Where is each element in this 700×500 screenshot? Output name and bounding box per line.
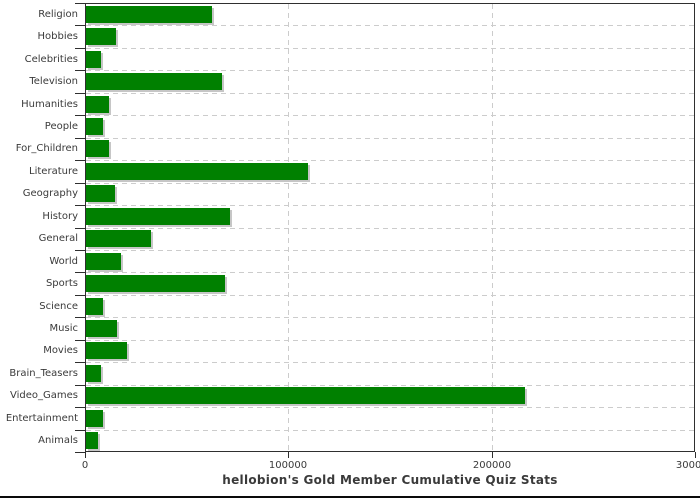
y-axis-label: Sports bbox=[45, 278, 78, 289]
gridline-horizontal bbox=[86, 407, 694, 408]
gridline-horizontal bbox=[86, 115, 694, 116]
gridline-horizontal bbox=[86, 430, 694, 431]
gridline-horizontal bbox=[86, 138, 694, 139]
bar-music bbox=[86, 320, 117, 337]
bar-world bbox=[86, 253, 121, 270]
y-axis-tick bbox=[75, 25, 85, 26]
y-axis-label: Religion bbox=[38, 9, 78, 20]
y-axis-label: World bbox=[49, 256, 78, 267]
gridline-horizontal bbox=[86, 228, 694, 229]
bar-video_games bbox=[86, 387, 525, 404]
y-axis-label: Animals bbox=[38, 435, 78, 446]
gridline-horizontal bbox=[86, 205, 694, 206]
y-axis-label: Brain_Teasers bbox=[9, 368, 78, 379]
y-axis-tick bbox=[75, 272, 85, 273]
gridline-horizontal bbox=[86, 362, 694, 363]
y-axis-tick bbox=[75, 205, 85, 206]
bar-religion bbox=[86, 6, 212, 23]
y-axis-label: Hobbies bbox=[37, 31, 78, 42]
gridline-horizontal bbox=[86, 340, 694, 341]
bottom-rule bbox=[0, 496, 700, 498]
bar-movies bbox=[86, 342, 127, 359]
gridline-horizontal bbox=[86, 385, 694, 386]
x-axis-tick-label: 0 bbox=[81, 460, 89, 471]
y-axis-label: Television bbox=[29, 76, 78, 87]
y-axis-label: Movies bbox=[43, 345, 78, 356]
y-axis-tick bbox=[75, 317, 85, 318]
x-axis-tick-label: 100000 bbox=[268, 460, 308, 471]
x-axis-tick-label: 300000 bbox=[675, 460, 700, 471]
bar-people bbox=[86, 118, 103, 135]
bar-celebrities bbox=[86, 51, 101, 68]
bar-science bbox=[86, 298, 103, 315]
y-axis-tick bbox=[75, 70, 85, 71]
gridline-horizontal bbox=[86, 183, 694, 184]
gridline-vertical bbox=[492, 4, 493, 451]
bar-general bbox=[86, 230, 151, 247]
bar-hobbies bbox=[86, 28, 116, 45]
y-axis-label: Music bbox=[49, 323, 78, 334]
chart-title: hellobion's Gold Member Cumulative Quiz … bbox=[222, 473, 558, 487]
y-axis-tick bbox=[75, 430, 85, 431]
y-axis-tick bbox=[75, 3, 85, 4]
gridline-horizontal bbox=[86, 70, 694, 71]
x-axis-tick-label: 200000 bbox=[472, 460, 512, 471]
plot-area bbox=[85, 3, 695, 452]
x-axis-tick bbox=[288, 452, 289, 458]
y-axis-label: People bbox=[44, 121, 78, 132]
x-axis-tick bbox=[695, 452, 696, 458]
y-axis-tick bbox=[75, 138, 85, 139]
y-axis-label: Celebrities bbox=[24, 54, 78, 65]
y-axis-tick bbox=[75, 228, 85, 229]
y-axis-tick bbox=[75, 362, 85, 363]
y-axis-tick bbox=[75, 250, 85, 251]
x-axis-tick bbox=[492, 452, 493, 458]
bar-geography bbox=[86, 185, 115, 202]
gridline-horizontal bbox=[86, 93, 694, 94]
x-axis-tick bbox=[85, 452, 86, 458]
bar-for_children bbox=[86, 140, 109, 157]
y-axis-tick bbox=[75, 340, 85, 341]
bar-television bbox=[86, 73, 222, 90]
y-axis-label: For_Children bbox=[15, 143, 78, 154]
gridline-horizontal bbox=[86, 25, 694, 26]
bar-humanities bbox=[86, 96, 109, 113]
y-axis-label: General bbox=[38, 233, 78, 244]
bar-literature bbox=[86, 163, 308, 180]
y-axis-label: Science bbox=[39, 301, 78, 312]
y-axis-tick bbox=[75, 115, 85, 116]
bar-brain_teasers bbox=[86, 365, 101, 382]
bar-animals bbox=[86, 432, 98, 449]
y-axis-tick bbox=[75, 183, 85, 184]
gridline-horizontal bbox=[86, 48, 694, 49]
gridline-vertical bbox=[288, 4, 289, 451]
y-axis-label: Geography bbox=[22, 188, 78, 199]
y-axis-tick bbox=[75, 452, 85, 453]
y-axis-tick bbox=[75, 93, 85, 94]
y-axis-tick bbox=[75, 160, 85, 161]
gridline-horizontal bbox=[86, 160, 694, 161]
y-axis-tick bbox=[75, 385, 85, 386]
bar-history bbox=[86, 208, 230, 225]
y-axis-tick bbox=[75, 407, 85, 408]
gridline-horizontal bbox=[86, 272, 694, 273]
y-axis-label: Entertainment bbox=[5, 413, 78, 424]
bar-entertainment bbox=[86, 410, 103, 427]
y-axis-label: Literature bbox=[29, 166, 78, 177]
y-axis-label: Humanities bbox=[21, 99, 78, 110]
y-axis-tick bbox=[75, 48, 85, 49]
gridline-horizontal bbox=[86, 295, 694, 296]
y-axis-tick bbox=[75, 295, 85, 296]
y-axis-label: History bbox=[42, 211, 78, 222]
gridline-horizontal bbox=[86, 250, 694, 251]
y-axis-label: Video_Games bbox=[10, 390, 78, 401]
gridline-horizontal bbox=[86, 317, 694, 318]
bar-sports bbox=[86, 275, 225, 292]
